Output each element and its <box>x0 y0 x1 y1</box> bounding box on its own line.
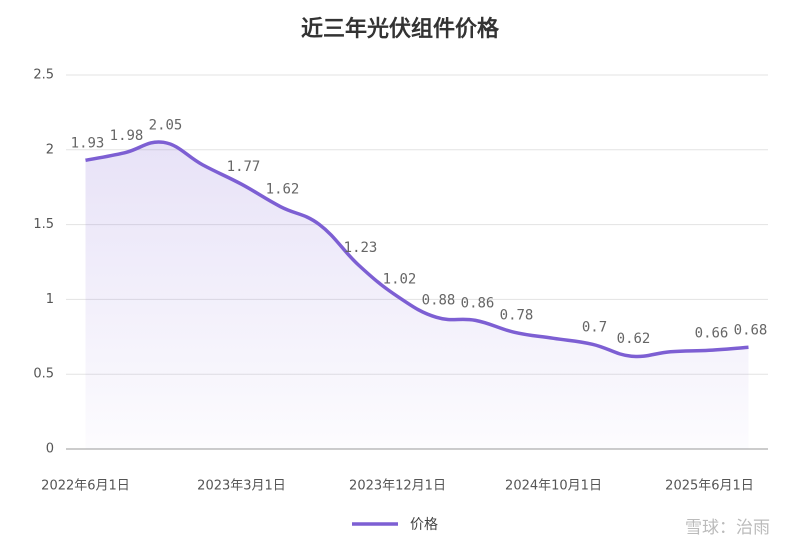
data-label: 1.23 <box>344 240 378 256</box>
data-label: 0.68 <box>734 322 768 338</box>
chart-title: 近三年光伏组件价格 <box>301 16 500 42</box>
y-tick-label: 0.5 <box>33 367 54 382</box>
x-tick-label: 2023年3月1日 <box>197 479 286 494</box>
data-label: 0.62 <box>617 331 651 347</box>
data-label: 0.78 <box>500 307 534 323</box>
data-label: 1.93 <box>71 135 105 151</box>
x-tick-label: 2025年6月1日 <box>665 479 754 494</box>
x-tick-label: 2023年12月1日 <box>349 479 446 494</box>
y-tick-label: 2.5 <box>33 68 54 83</box>
x-tick-label: 2024年10月1日 <box>505 479 602 494</box>
data-label: 0.86 <box>461 295 495 311</box>
data-label: 0.7 <box>582 319 607 335</box>
x-tick-label: 2022年6月1日 <box>41 479 130 494</box>
y-tick-label: 1.5 <box>33 217 54 232</box>
data-label: 0.66 <box>695 325 729 341</box>
data-label: 2.05 <box>149 117 183 133</box>
data-label: 1.62 <box>266 182 300 198</box>
legend-label: 价格 <box>410 517 438 533</box>
y-tick-label: 1 <box>46 292 54 307</box>
y-tick-label: 2 <box>46 142 54 157</box>
data-label: 1.77 <box>227 159 261 175</box>
line-area <box>85 141 749 450</box>
data-label: 0.88 <box>422 292 456 308</box>
data-label: 1.02 <box>383 271 417 287</box>
data-label: 1.98 <box>110 128 144 144</box>
line <box>85 140 749 359</box>
y-tick-label: 0 <box>46 442 54 457</box>
watermark: 雪球：治雨 <box>685 518 770 538</box>
